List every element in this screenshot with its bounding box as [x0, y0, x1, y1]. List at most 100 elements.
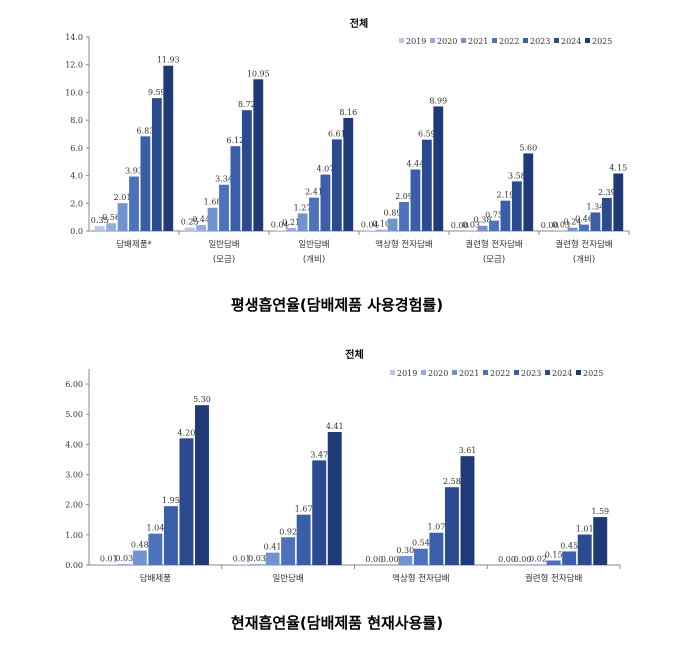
- chart-1-data-label: 1.27: [294, 203, 312, 212]
- chart-1-title: 전체: [350, 17, 368, 30]
- chart-1-legend-entry: 2019: [406, 37, 426, 46]
- chart-1-bar-2020: [286, 228, 297, 231]
- chart-2-bar-2022: [148, 533, 163, 565]
- chart-1-bar-2024: [421, 139, 432, 231]
- chart-2-bar-2021: [132, 550, 147, 565]
- chart-2-data-label: 0.15: [545, 550, 563, 559]
- chart-1-bar-2022: [129, 176, 139, 231]
- chart-1-data-label: 0.89: [384, 209, 402, 218]
- chart-1-legend-swatch-2024: [554, 38, 559, 43]
- chart-1-bar-2019: [94, 226, 105, 231]
- chart-1-bar-2019: [274, 230, 285, 231]
- chart-2-data-label: 1.95: [162, 496, 180, 505]
- chart-1-bar-2023: [590, 212, 601, 231]
- chart-1-legend-swatch-2019: [399, 38, 404, 43]
- chart-1-bar-2021: [387, 218, 398, 231]
- chart-2-legend-entry: 2019: [397, 369, 417, 378]
- chart-1-data-label: 2.09: [395, 192, 413, 201]
- chart-2-bar-2020: [117, 564, 132, 565]
- chart-2-data-label: 0.54: [412, 539, 430, 548]
- chart-2-bar-2023: [296, 514, 311, 565]
- chart-1-legend-entry: 2025: [592, 37, 612, 46]
- chart-1-data-label: 8.16: [339, 108, 357, 117]
- chart-2-data-label: 1.04: [146, 524, 164, 533]
- chart-2-category-label: 궐련형 전자담배: [525, 573, 582, 584]
- chart-2-y-tick-label: 3.00: [65, 471, 83, 480]
- chart-1-category-label: (모금): [213, 255, 235, 265]
- chart-1-data-label: 0.56: [102, 213, 120, 222]
- chart-1-data-label: 0.25: [181, 218, 199, 227]
- chart-1-data-label: 5.60: [519, 143, 537, 152]
- chart-1-bar-2023: [500, 200, 511, 231]
- chart-1-category-label: (모금): [483, 255, 505, 265]
- chart-1-y-tick-label: 12.0: [65, 61, 83, 70]
- chart-2-data-label: 0.00: [514, 555, 532, 564]
- chart-1-bar-2022: [309, 197, 319, 231]
- chart-1-bar-2024: [511, 181, 522, 231]
- chart-1-bar-2022: [489, 220, 499, 231]
- chart-2-legend-swatch-2024: [545, 370, 550, 375]
- chart-2-legend-swatch-2020: [421, 370, 426, 375]
- chart-2-data-label: 4.20: [178, 428, 196, 437]
- chart-1-bar-2025: [163, 65, 174, 231]
- chart-1-data-label: 1.68: [204, 198, 222, 207]
- chart-2-category-label: 액상형 전자담배: [392, 573, 449, 584]
- chart-2-data-label: 0.30: [396, 546, 414, 555]
- chart-2-legend-swatch-2023: [514, 370, 519, 375]
- chart-1-bar-2024: [151, 98, 162, 231]
- chart-1-bar-2020: [196, 224, 207, 231]
- chart-1-y-tick-label: 0.0: [70, 227, 83, 236]
- chart-2-legend-swatch-2025: [576, 370, 581, 375]
- chart-1-category-label: 액상형 전자담배: [375, 239, 432, 250]
- chart-1-legend-entry: 2020: [437, 37, 457, 46]
- chart-2-bar-2025: [460, 456, 475, 565]
- chart-1-bar-2023: [140, 136, 151, 231]
- chart-1-bar-2025: [343, 117, 354, 231]
- chart-1-legend-swatch-2020: [430, 38, 435, 43]
- chart-1-bar-2020: [106, 223, 117, 231]
- chart-1-bar-2022: [219, 184, 229, 231]
- chart-1-bar-2019: [184, 227, 195, 231]
- chart-1-data-label: 6.12: [227, 136, 245, 145]
- chart-2-data-label: 3.47: [310, 450, 328, 459]
- chart-1-category-label: 일반담배: [298, 239, 329, 250]
- chart-2-legend-swatch-2022: [483, 370, 488, 375]
- chart-2-bar-2023: [429, 532, 444, 565]
- chart-2-legend-swatch-2021: [452, 370, 457, 375]
- chart-2-data-label: 0.00: [381, 555, 399, 564]
- chart-1-bar-2021: [297, 213, 308, 231]
- chart-2-legend-entry: 2020: [428, 369, 448, 378]
- chart-2-legend-swatch-2019: [390, 370, 395, 375]
- chart-1-data-label: 3.58: [508, 171, 526, 180]
- chart-1-bar-2021: [477, 225, 488, 231]
- chart-2-data-label: 4.41: [326, 422, 344, 431]
- chart-1-data-label: 0.03: [552, 221, 570, 230]
- chart-1-data-label: 6.83: [137, 126, 155, 135]
- chart-1-legend-entry: 2023: [530, 37, 550, 46]
- chart-2-category-label: 일반담배: [272, 573, 303, 584]
- chart-1-bar-2023: [230, 146, 241, 231]
- chart-1-data-label: 3.93: [125, 167, 143, 176]
- chart-2-bar-2022: [546, 560, 561, 565]
- chart-1-bar-2025: [613, 173, 624, 231]
- chart-2-bar-2023: [562, 551, 577, 565]
- chart-2-legend-entry: 2025: [583, 369, 603, 378]
- chart-1-legend-swatch-2025: [585, 38, 590, 43]
- chart-1-y-tick-label: 4.0: [70, 172, 83, 181]
- chart-1-bar-2022: [399, 202, 409, 231]
- chart-1-category-label: 일반담배: [208, 239, 239, 250]
- chart-2-bar-2024: [444, 487, 459, 565]
- chart-2-bar-2024: [577, 534, 592, 565]
- chart-1-category-label: (개비): [573, 254, 595, 265]
- chart-1-data-label: 6.61: [328, 129, 346, 138]
- chart-2-data-label: 1.07: [428, 523, 446, 532]
- chart-1-category-label: 궐련형 전자담배: [465, 239, 522, 250]
- chart-1-data-label: 0.10: [372, 220, 390, 229]
- chart-2-title: 전체: [345, 348, 363, 361]
- chart-1-data-label: 0.00: [541, 221, 559, 230]
- chart-1-data-label: 2.39: [598, 188, 616, 197]
- chart-2-bar-2021: [531, 564, 546, 565]
- chart-1-data-label: 4.15: [609, 163, 627, 172]
- chart-1-bar-2025: [433, 106, 444, 231]
